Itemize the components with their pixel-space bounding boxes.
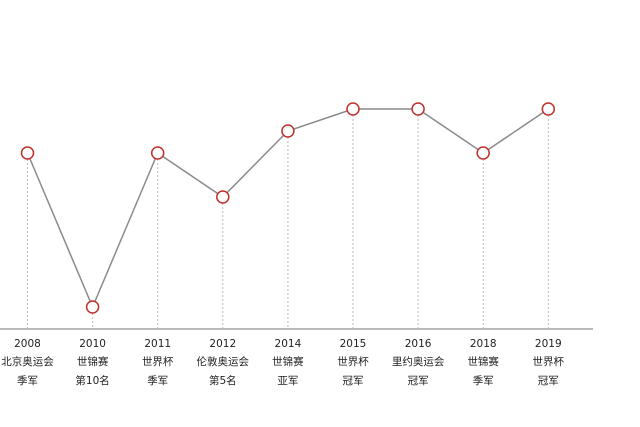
value-label: 冠军 (408, 375, 429, 387)
x-tick-label: 2015 (340, 338, 367, 350)
event-label: 世界杯 (533, 355, 565, 368)
event-label: 世锦赛 (467, 355, 499, 368)
value-label: 季军 (147, 375, 168, 387)
point-marker (216, 190, 230, 204)
event-label: 北京奥运会 (1, 355, 54, 368)
event-label: 世锦赛 (77, 355, 109, 368)
value-label: 亚军 (277, 375, 298, 387)
x-tick-label: 2008 (14, 338, 41, 350)
point-marker (476, 146, 490, 160)
x-tick-label: 2011 (144, 338, 171, 350)
point-marker (20, 146, 35, 160)
value-label: 冠军 (538, 375, 559, 387)
event-label: 世界杯 (142, 355, 174, 368)
event-label: 世界杯 (337, 355, 369, 368)
point-marker (150, 146, 165, 160)
x-tick-label: 2010 (79, 338, 106, 350)
x-tick-label: 2018 (470, 338, 497, 350)
event-label: 世锦赛 (272, 355, 304, 368)
x-tick-label: 2016 (405, 338, 432, 350)
value-label: 第5名 (209, 374, 237, 387)
event-label: 里约奥运会 (392, 355, 445, 368)
value-label: 季军 (17, 375, 38, 387)
point-marker (346, 102, 360, 116)
value-label: 冠军 (343, 375, 364, 387)
point-marker (411, 102, 425, 116)
x-tick-label: 2014 (275, 338, 302, 350)
event-label: 伦敦奥运会 (197, 355, 250, 368)
point-marker (541, 102, 556, 116)
x-tick-label: 2019 (535, 338, 562, 350)
x-tick-label: 2012 (209, 338, 236, 350)
point-marker (85, 300, 100, 314)
value-label: 季军 (473, 375, 494, 387)
value-label: 第10名 (75, 374, 109, 387)
point-marker (281, 124, 295, 138)
